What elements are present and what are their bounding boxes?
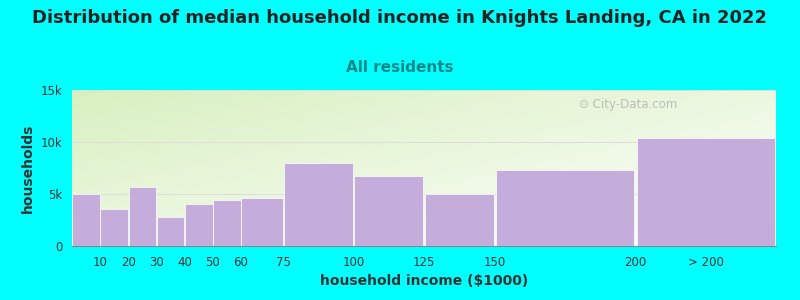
Bar (284, 163, 353, 246)
Bar (185, 204, 213, 246)
Bar (101, 208, 128, 246)
Text: All residents: All residents (346, 60, 454, 75)
Bar (72, 194, 100, 246)
Bar (242, 198, 282, 246)
Bar (354, 176, 423, 246)
Y-axis label: households: households (21, 123, 35, 213)
Text: Distribution of median household income in Knights Landing, CA in 2022: Distribution of median household income … (33, 9, 767, 27)
Bar (213, 200, 241, 246)
Bar (157, 217, 184, 246)
Bar (425, 194, 494, 246)
Bar (129, 187, 156, 246)
Bar (496, 170, 634, 246)
X-axis label: household income ($1000): household income ($1000) (320, 274, 528, 288)
Text: ⊙ City-Data.com: ⊙ City-Data.com (579, 98, 677, 111)
Bar (637, 138, 774, 246)
